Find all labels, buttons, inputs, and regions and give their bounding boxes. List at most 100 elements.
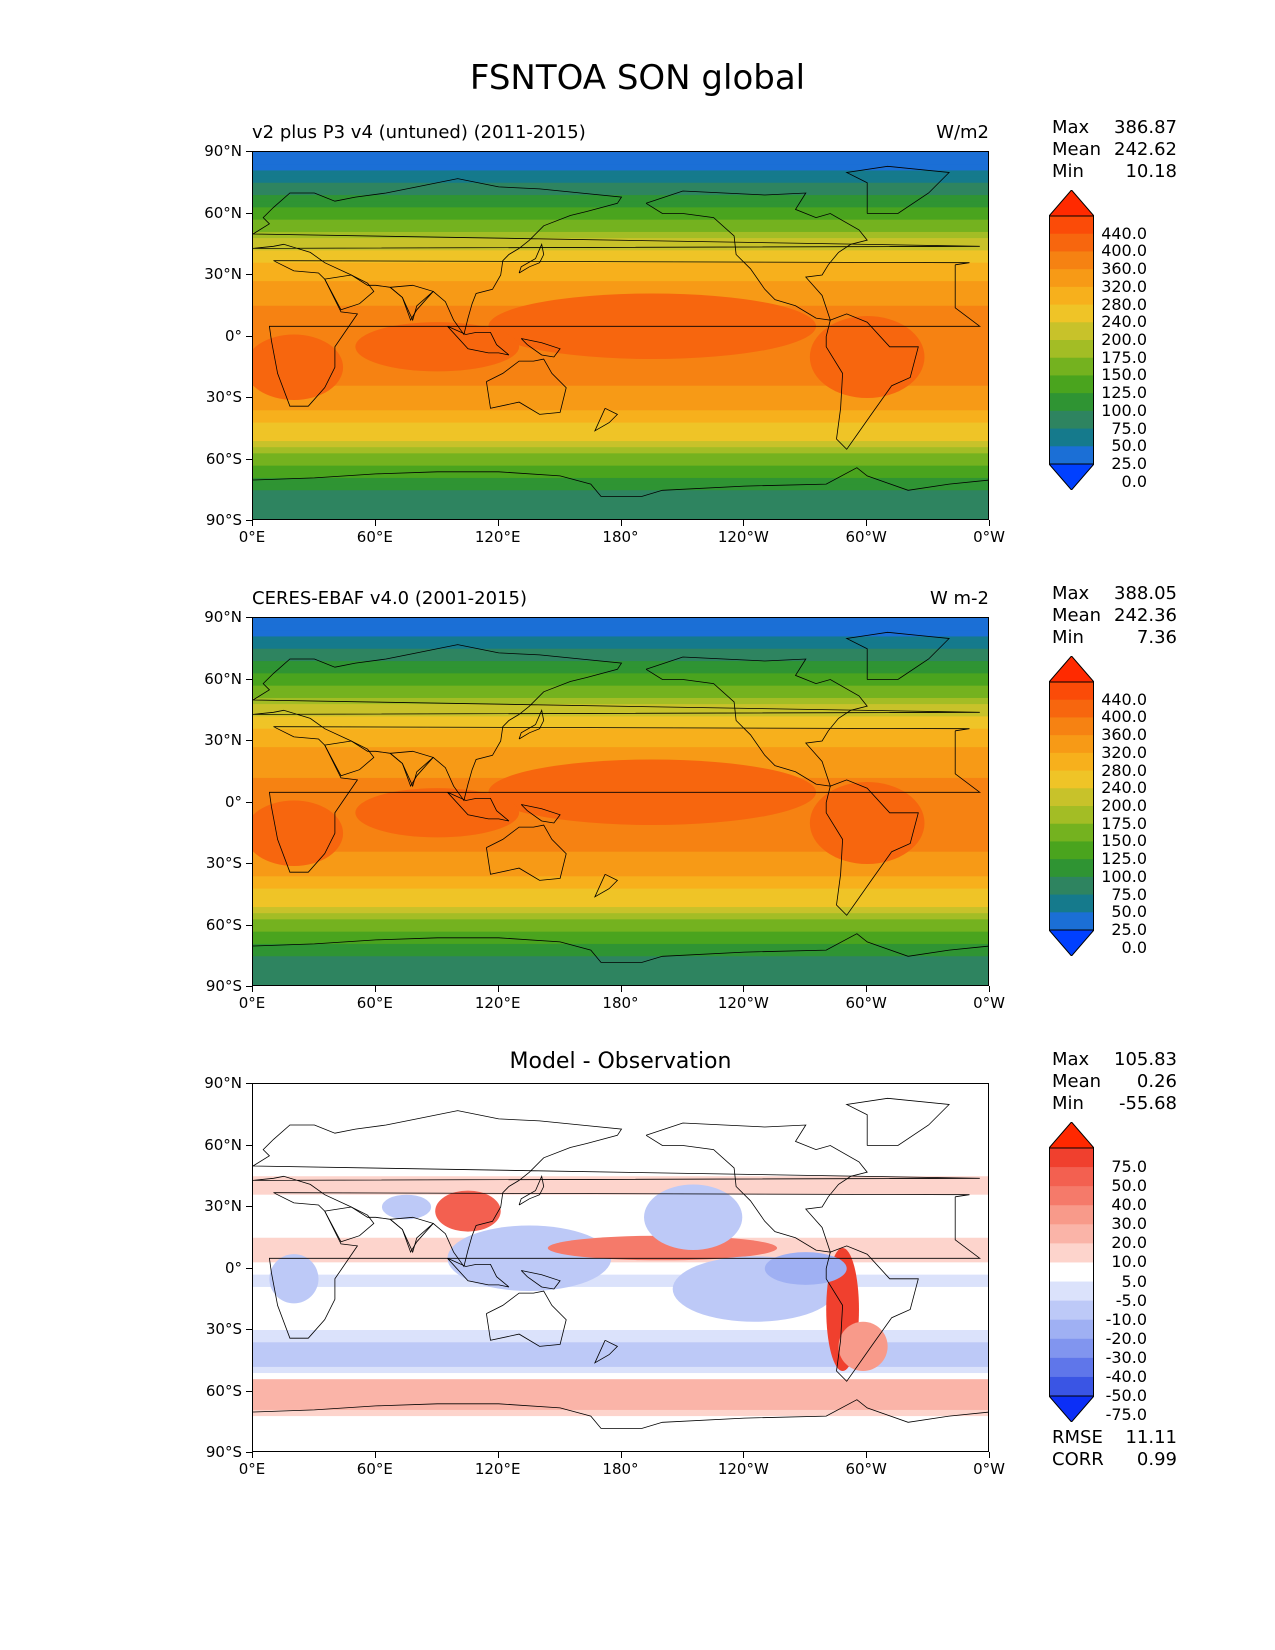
lat-band bbox=[253, 1293, 988, 1300]
colorbar-tick-label: 150.0 bbox=[1101, 365, 1147, 385]
lat-band bbox=[253, 974, 988, 982]
colorbar-extend-min bbox=[1047, 929, 1096, 957]
lat-band bbox=[253, 943, 988, 951]
coastline bbox=[518, 708, 545, 740]
metric-label: CORR bbox=[1052, 1449, 1104, 1470]
lon-tick-label: 120°W bbox=[717, 1460, 769, 1478]
coastline bbox=[268, 260, 981, 407]
lat-band bbox=[253, 441, 988, 448]
colorbar-segment bbox=[1049, 894, 1094, 913]
stat-label: Min bbox=[1052, 161, 1084, 182]
lat-band bbox=[253, 1219, 988, 1227]
colorbar-tick-label: 30.0 bbox=[1111, 1214, 1147, 1234]
coastline bbox=[520, 1270, 561, 1290]
stats-obs: Max 388.05 Mean 242.36 Min 7.36 bbox=[1052, 583, 1177, 649]
lat-tick-mark bbox=[246, 924, 252, 926]
lat-band bbox=[253, 1213, 988, 1220]
lat-band bbox=[253, 654, 988, 662]
coastline bbox=[253, 467, 988, 497]
colorbar-tick-label: 75.0 bbox=[1111, 884, 1147, 904]
lat-tick-label: 60°S bbox=[205, 915, 242, 934]
lat-band bbox=[253, 833, 988, 840]
coastline bbox=[389, 750, 434, 788]
lat-band bbox=[253, 250, 988, 258]
lon-tick-mark bbox=[620, 520, 622, 526]
high-value-patch bbox=[355, 322, 520, 372]
lat-band bbox=[253, 1397, 988, 1405]
colorbar-tick-label: 240.0 bbox=[1101, 778, 1147, 798]
colorbar-segment bbox=[1049, 286, 1094, 306]
colorbar-segment bbox=[1049, 1167, 1094, 1187]
stat-value: 105.83 bbox=[1114, 1049, 1177, 1070]
lat-band bbox=[253, 1163, 988, 1171]
colorbar-tick-label: 0.0 bbox=[1121, 937, 1147, 957]
lat-band bbox=[253, 980, 988, 985]
lat-band bbox=[253, 453, 988, 461]
lat-band bbox=[253, 1157, 988, 1165]
lat-band bbox=[253, 1120, 988, 1128]
lat-band bbox=[253, 1416, 988, 1423]
lat-tick-mark bbox=[246, 1267, 252, 1269]
lat-band bbox=[253, 182, 988, 190]
figure-title: FSNTOA SON global bbox=[469, 58, 806, 98]
colorbar-tick-label: 280.0 bbox=[1101, 760, 1147, 780]
stat-label: Mean bbox=[1052, 605, 1102, 626]
colorbar-frame bbox=[1049, 1147, 1094, 1397]
lat-band bbox=[253, 1182, 988, 1190]
lon-tick-mark bbox=[743, 520, 745, 526]
lon-tick-label: 120°E bbox=[474, 528, 521, 546]
lat-band bbox=[253, 667, 988, 674]
coastline bbox=[645, 190, 868, 321]
lat-band bbox=[253, 477, 988, 485]
lon-tick-label: 60°E bbox=[356, 528, 393, 546]
lon-tick-label: 120°W bbox=[717, 994, 769, 1012]
stat-value: 386.87 bbox=[1114, 117, 1177, 138]
high-value-patch bbox=[253, 334, 344, 401]
colorbar-tick-label: 240.0 bbox=[1101, 312, 1147, 332]
coastline bbox=[825, 1245, 919, 1382]
lat-band bbox=[253, 379, 988, 387]
lat-band bbox=[253, 1360, 988, 1368]
lon-tick-label: 60°W bbox=[845, 528, 887, 546]
lat-tick-mark bbox=[246, 678, 252, 680]
coastline bbox=[845, 631, 950, 680]
lat-tick-label: 30°S bbox=[205, 1320, 242, 1338]
lat-band bbox=[253, 422, 988, 430]
lat-band bbox=[253, 1336, 988, 1343]
diff-field bbox=[253, 1084, 988, 1451]
lat-band bbox=[253, 1151, 988, 1159]
colorbar-segment bbox=[1049, 216, 1094, 235]
lat-band bbox=[253, 1188, 988, 1196]
lat-tick-mark bbox=[246, 863, 252, 864]
lat-band bbox=[253, 894, 988, 902]
lon-tick-mark bbox=[989, 1452, 990, 1458]
coastline bbox=[518, 242, 545, 274]
lat-band bbox=[253, 1108, 988, 1116]
lat-band bbox=[253, 471, 988, 479]
lat-tick-label: 60°N bbox=[204, 203, 242, 222]
colorbar-tick-label: 50.0 bbox=[1111, 1176, 1147, 1196]
lat-band bbox=[253, 1194, 988, 1202]
lat-band bbox=[253, 188, 988, 196]
lat-band bbox=[253, 428, 988, 436]
colorbar-tick-label: 25.0 bbox=[1111, 454, 1147, 473]
anomaly-patch bbox=[435, 1190, 501, 1232]
colorbar-model-svg bbox=[1047, 189, 1096, 491]
colorbar-segment bbox=[1049, 841, 1094, 860]
lat-band bbox=[253, 459, 988, 467]
lat-tick-mark bbox=[246, 617, 252, 618]
lon-tick-label: 0°W bbox=[973, 528, 1005, 546]
colorbar-tick-label: 20.0 bbox=[1111, 1233, 1147, 1253]
lat-band bbox=[253, 1256, 988, 1263]
colorbar-tick-label: 320.0 bbox=[1101, 276, 1147, 296]
colorbar-tick-label: 40.0 bbox=[1111, 1195, 1147, 1215]
colorbar-segment bbox=[1049, 1319, 1094, 1340]
lat-tick-mark bbox=[246, 740, 252, 741]
lon-tick-mark bbox=[866, 986, 868, 992]
lat-band bbox=[253, 1084, 988, 1091]
lon-tick-label: 60°E bbox=[356, 994, 393, 1012]
lat-band bbox=[253, 1354, 988, 1362]
lat-tick-mark bbox=[246, 212, 252, 214]
lat-band bbox=[253, 416, 988, 424]
lat-band bbox=[253, 1114, 988, 1122]
